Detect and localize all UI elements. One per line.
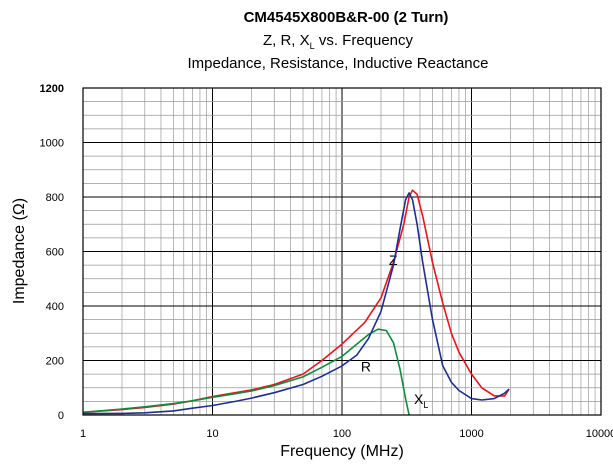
y-tick-label: 1000 [40, 138, 64, 150]
y-tick-label: 400 [46, 301, 64, 313]
series-line-x-l [82, 192, 510, 415]
y-axis-label: Impedance (Ω) [11, 198, 28, 304]
y-tick-label: 800 [46, 192, 64, 204]
y-tick-labels: 0 200 400 600 800 1000 1200 [40, 83, 64, 422]
plot-frame [82, 87, 602, 416]
y-tick-label: 200 [46, 356, 64, 368]
subtitle-main: Z, R, X [263, 32, 310, 49]
subtitle-subscript: L [310, 41, 315, 51]
series-layer: Z R XL [82, 189, 510, 416]
series-label-z: Z [389, 252, 398, 268]
chart-subtitle: Z, R, XL vs. Frequency [263, 32, 414, 51]
chart-subtitle-2: Impedance, Resistance, Inductive Reactan… [187, 55, 488, 72]
y-tick-label: 600 [46, 247, 64, 259]
series-label-x-l: XL [414, 391, 428, 410]
x-axis-label: Frequency (MHz) [280, 443, 404, 460]
x-tick-label: 100 [333, 428, 351, 440]
x-tick-label: 10 [206, 428, 218, 440]
x-tick-label: 1 [80, 428, 86, 440]
series-label-r: R [361, 358, 371, 374]
subtitle-rest: vs. Frequency [315, 32, 414, 49]
y-tick-label: 1200 [40, 83, 64, 95]
x-tick-label: 1000 [459, 428, 483, 440]
series-line-r [82, 328, 410, 416]
y-tick-label: 0 [58, 410, 64, 422]
chart-title: CM4545X800B&R-00 (2 Turn) [244, 9, 449, 26]
